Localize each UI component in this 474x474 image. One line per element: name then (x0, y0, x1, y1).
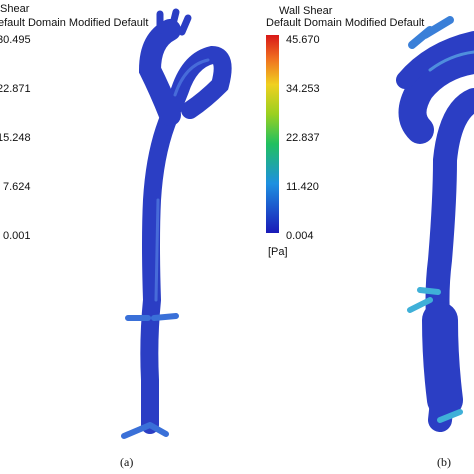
legend-label: 0.004 (286, 230, 314, 242)
legend-subtitle: Default Domain Modified Default (266, 17, 424, 29)
legend-label: 34.253 (286, 83, 320, 95)
legend-label: 22.871 (0, 83, 31, 95)
legend-subtitle: efault Domain Modified Default (0, 17, 148, 29)
aorta-a (121, 8, 232, 439)
caption: (a) (120, 455, 133, 469)
legend-label: 22.837 (286, 132, 320, 144)
legend-label: 7.624 (3, 181, 31, 193)
legend-label: 45.670 (286, 34, 320, 46)
aorta-b (396, 16, 474, 432)
legend-label: 15.248 (0, 132, 31, 144)
legend-title: Shear (0, 3, 30, 15)
colorbar (266, 35, 279, 233)
legend-unit: [Pa] (268, 246, 288, 258)
legend-label: 0.001 (3, 230, 31, 242)
legend-label: 30.495 (0, 34, 31, 46)
legend-label: 11.420 (286, 181, 319, 193)
caption: (b) (437, 455, 451, 469)
legend-title: Wall Shear (279, 5, 333, 17)
